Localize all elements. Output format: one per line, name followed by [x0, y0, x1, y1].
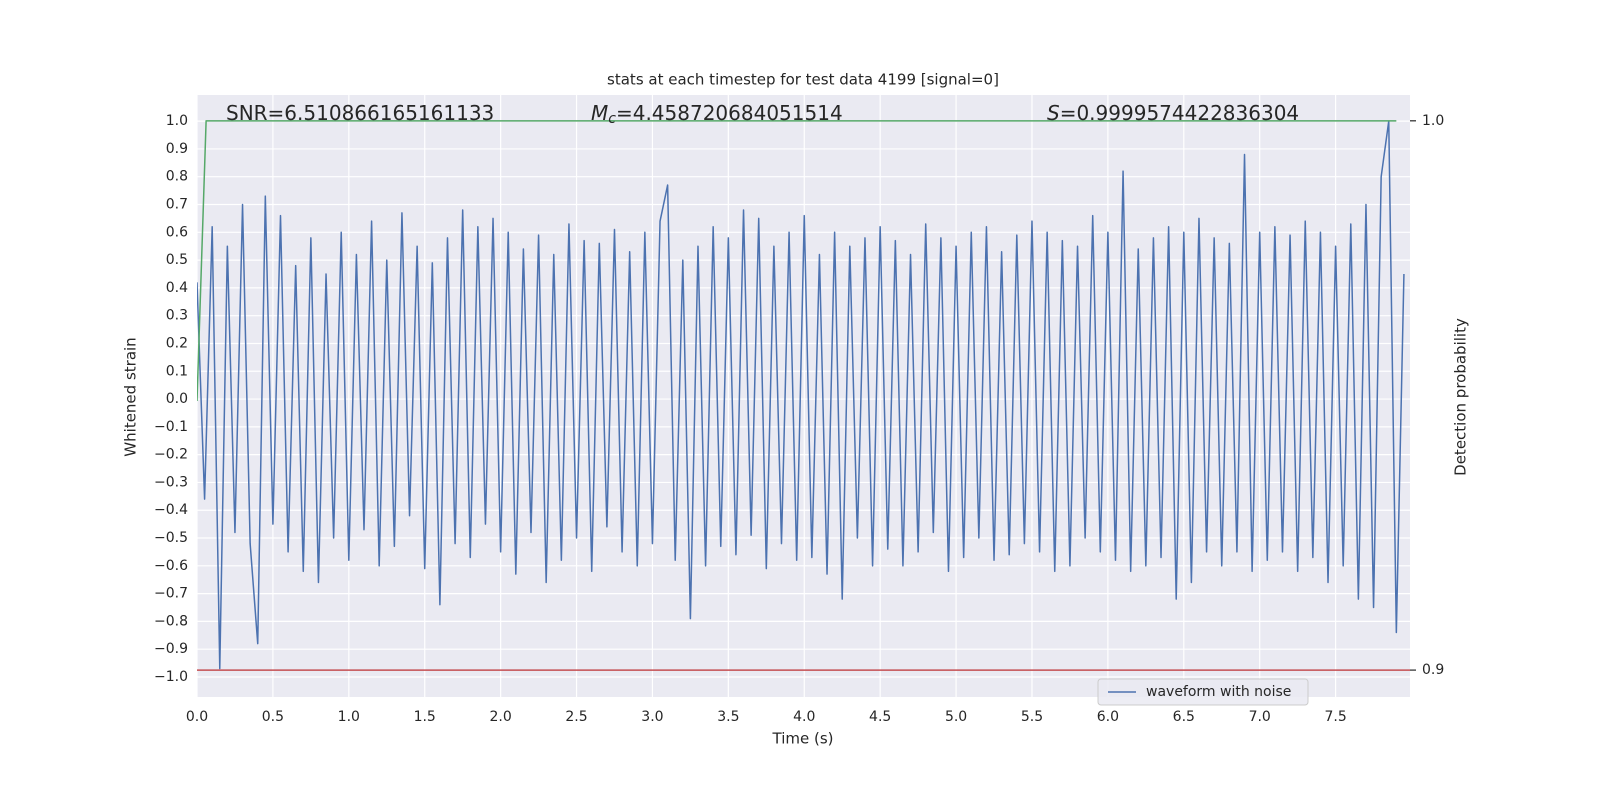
x-tick-label: 2.0	[489, 709, 511, 725]
annotation-text: =0.9999574422836304	[1060, 101, 1299, 125]
x-tick-label: 0.0	[186, 709, 208, 725]
y-tick-label: 0.7	[166, 197, 188, 213]
x-tick-label: 3.0	[641, 709, 663, 725]
x-tick-label: 1.5	[414, 709, 436, 725]
annotation: Mc=4.458720684051514	[591, 101, 843, 128]
x-tick-label: 7.0	[1249, 709, 1271, 725]
x-tick-label: 4.0	[793, 709, 815, 725]
annotation-text: =4.458720684051514	[616, 101, 843, 125]
y2-axis-label: Detection probability	[1452, 318, 1470, 476]
legend-label: waveform with noise	[1146, 684, 1291, 700]
x-tick-label: 2.5	[565, 709, 587, 725]
series-line	[197, 120, 1397, 401]
legend-box	[1097, 678, 1309, 706]
y-tick-label: 0.1	[166, 363, 188, 379]
x-tick-label: 1.0	[338, 709, 360, 725]
y-tick-label: −0.3	[154, 474, 188, 490]
x-tick-label: 5.0	[945, 709, 967, 725]
x-tick-label: 6.0	[1097, 709, 1119, 725]
x-tick-label: 7.5	[1324, 709, 1346, 725]
y-axis-label: Whitened strain	[122, 337, 140, 456]
y-tick-label: 0.0	[166, 391, 188, 407]
x-tick-label: 6.5	[1173, 709, 1195, 725]
y-tick-label: −1.0	[154, 669, 188, 685]
series-line	[197, 120, 1405, 670]
annotation-text: SNR=6.510866165161133	[226, 101, 494, 125]
annotation-subscript: c	[608, 111, 616, 127]
x-tick-label: 0.5	[262, 709, 284, 725]
y-tick-label: 1.0	[166, 113, 188, 129]
y-tick-label: 0.3	[166, 308, 188, 324]
annotation-symbol: S	[1047, 101, 1060, 125]
x-tick-label: 3.5	[717, 709, 739, 725]
chart-title: stats at each timestep for test data 419…	[607, 71, 999, 89]
y-tick-label: −0.7	[154, 586, 188, 602]
y-tick-label: 0.6	[166, 224, 188, 240]
y-tick-label: −0.4	[154, 502, 188, 518]
y2-tick-label: 1.0	[1422, 113, 1444, 129]
marks	[197, 120, 1410, 671]
y-tick-label: −0.6	[154, 558, 188, 574]
y-tick-label: 0.8	[166, 169, 188, 185]
plot-area	[197, 95, 1410, 697]
y-tick-label: −0.5	[154, 530, 188, 546]
y-tick-label: −0.1	[154, 419, 188, 435]
y-tick-label: 0.5	[166, 252, 188, 268]
labels: 0.0 0.5 1.0 1.5 2.0 2.5 3.0 3.5 4.0 4.5 5.0 5.5 6.0 6…	[154, 101, 1444, 726]
y-tick-label: 0.4	[166, 280, 188, 296]
x-axis-label: Time (s)	[772, 730, 834, 748]
y2-tick-label: 0.9	[1422, 662, 1444, 678]
y-tick-label: −0.2	[154, 447, 188, 463]
y-tick-label: 0.9	[166, 141, 188, 157]
x-tick-label: 5.5	[1021, 709, 1043, 725]
y-tick-label: −0.8	[154, 613, 188, 629]
y-tick-label: −0.9	[154, 641, 188, 657]
y-tick-label: 0.2	[166, 335, 188, 351]
annotation: SNR=6.510866165161133	[226, 101, 494, 125]
annotation-symbol: M	[591, 101, 608, 125]
annotation: S=0.9999574422836304	[1047, 101, 1299, 125]
x-tick-label: 4.5	[869, 709, 891, 725]
